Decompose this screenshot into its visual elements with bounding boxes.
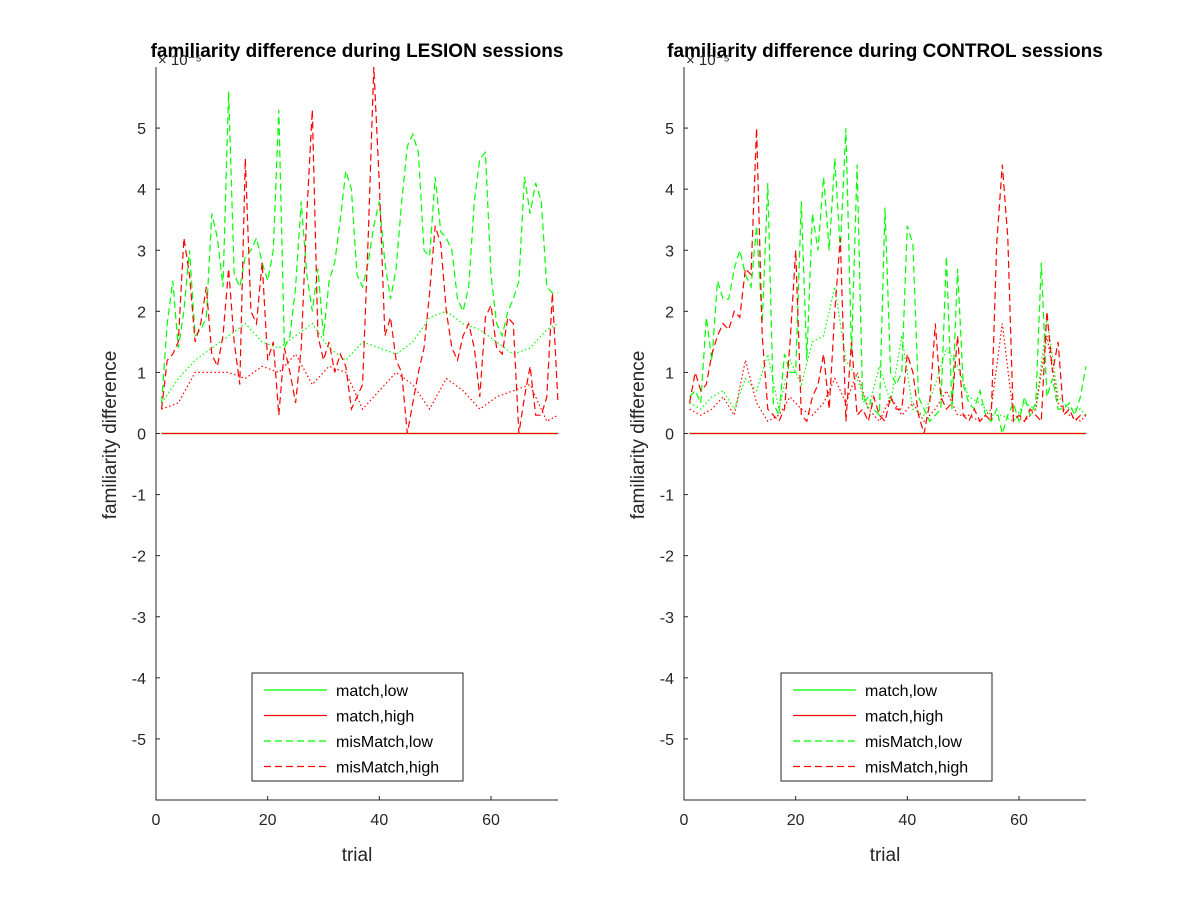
lesion-x-axis-label: trial (342, 845, 373, 866)
lesion-ticks: 0 20 40 60 -5 -4 -3 -2 -1 0 1 2 3 4 5 (132, 121, 500, 829)
control-series (689, 128, 1087, 436)
lesion-y-tick-label: 4 (137, 182, 146, 199)
control-legend-label: match,high (865, 709, 943, 726)
control-axis-frame (683, 67, 1086, 801)
control-series-trace-4 (689, 286, 1087, 423)
lesion-y-tick-label: -2 (132, 549, 146, 566)
lesion-y-tick-label: 5 (137, 121, 146, 138)
control-y-tick-label: 2 (665, 304, 674, 321)
control-y-tick-label: -5 (660, 732, 674, 749)
control-y-tick-label: 5 (665, 121, 674, 138)
control-series-mismatch-high (689, 128, 1086, 434)
control-x-tick-label: 0 (680, 812, 689, 829)
lesion-x-tick-label: 60 (482, 812, 500, 829)
lesion-y-tick-label: -4 (132, 671, 146, 688)
control-y-tick-label: -3 (660, 610, 674, 627)
lesion-y-tick-label: 2 (137, 304, 146, 321)
control-legend-box (780, 672, 993, 782)
lesion-series (161, 66, 559, 435)
lesion-series-trace-4 (161, 310, 559, 404)
control-series-mismatch-low (689, 128, 1087, 436)
lesion-axes: familiarity difference during LESION ses… (100, 41, 563, 866)
control-x-axis-label: trial (870, 845, 901, 866)
lesion-legend-label: match,low (336, 683, 408, 700)
lesion-series-mismatch-low (161, 91, 558, 404)
control-y-tick-label: 0 (665, 427, 674, 444)
lesion-legend-label: match,high (336, 709, 414, 726)
lesion-chart-title: familiarity difference during LESION ses… (151, 41, 564, 62)
lesion-series-trace-5 (161, 353, 559, 423)
control-x-tick-label: 40 (898, 812, 916, 829)
lesion-legend-label: misMatch,low (336, 734, 433, 751)
lesion-legend: match,low match,high misMatch,low misMatch,… (251, 672, 464, 782)
control-y-tick-label: -2 (660, 549, 674, 566)
control-y-tick-label: 4 (665, 182, 674, 199)
control-axes: familiarity difference during CONTROL se… (628, 41, 1103, 866)
control-legend-label: misMatch,high (865, 760, 968, 777)
lesion-y-tick-label: -3 (132, 610, 146, 627)
lesion-y-tick-label: -5 (132, 732, 146, 749)
control-x-tick-label: 20 (787, 812, 805, 829)
lesion-y-axis-label: familiarity difference (100, 351, 121, 520)
control-y-tick-label: 1 (665, 365, 674, 382)
control-legend-label: misMatch,low (865, 734, 962, 751)
control-x-tick-label: 60 (1010, 812, 1028, 829)
control-chart-title: familiarity difference during CONTROL se… (667, 41, 1103, 62)
control-y-tick-label: -1 (660, 488, 674, 505)
lesion-y-tick-label: 3 (137, 243, 146, 260)
lesion-y-exponent: × 10⁻⁵ (158, 52, 202, 69)
lesion-y-tick-label: 0 (137, 427, 146, 444)
lesion-x-tick-label: 20 (259, 812, 277, 829)
control-y-exponent: × 10⁻⁵ (686, 52, 730, 69)
lesion-x-tick-label: 40 (370, 812, 388, 829)
control-legend-label: match,low (865, 683, 937, 700)
control-y-tick-label: -4 (660, 671, 674, 688)
lesion-series-mismatch-high (161, 66, 559, 434)
control-ticks: 0 20 40 60 -5 -4 -3 -2 -1 0 1 2 3 4 5 (660, 121, 1028, 829)
lesion-axis-frame (155, 67, 558, 801)
control-y-tick-label: 3 (665, 243, 674, 260)
control-legend: match,low match,high misMatch,low misMatch,… (780, 672, 993, 782)
lesion-y-tick-label: 1 (137, 365, 146, 382)
lesion-legend-box (251, 672, 464, 782)
lesion-x-tick-label: 0 (152, 812, 161, 829)
lesion-legend-label: misMatch,high (336, 760, 439, 777)
lesion-y-tick-label: -1 (132, 488, 146, 505)
control-y-axis-label: familiarity difference (628, 351, 649, 520)
